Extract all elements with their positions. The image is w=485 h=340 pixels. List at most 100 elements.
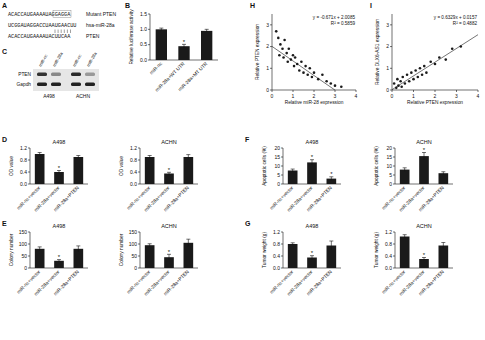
y-tick-label: 150	[19, 229, 28, 235]
bar	[156, 29, 167, 60]
point	[278, 54, 281, 57]
error-bar	[310, 160, 314, 165]
x-axis-label: Relative PTEN expression	[407, 100, 463, 105]
y-tick	[390, 46, 392, 47]
y-tick-label: 20	[386, 145, 392, 151]
bar	[74, 249, 84, 268]
x-tick-label: 4	[355, 93, 358, 99]
y-axis-label: Colony number	[9, 233, 14, 266]
y-axis	[30, 148, 31, 184]
chart-title: ACHN	[416, 139, 432, 145]
error-bar	[403, 235, 407, 239]
point	[400, 85, 403, 88]
y-tick-label: 0.0	[385, 265, 392, 271]
point	[404, 82, 407, 85]
lane-label: miR-nc	[72, 54, 83, 68]
point	[410, 71, 413, 74]
sequence: UCGGAUAGGACCUAAUGAACUU	[8, 23, 77, 29]
point	[334, 84, 337, 87]
point	[292, 54, 295, 57]
y-tick-label: 100	[19, 241, 28, 247]
bar	[201, 31, 212, 60]
x-tick-label: 4	[477, 93, 480, 99]
point	[421, 74, 424, 77]
y-axis-label: Apoptotic cells (%)	[262, 146, 267, 186]
category-label: miR-28a+PTEN	[53, 269, 81, 297]
y-tick-label: 0.5	[140, 41, 147, 47]
sequence-label: PTEN	[86, 33, 100, 39]
y-tick-label: 0	[386, 87, 389, 93]
error-bar	[291, 169, 295, 172]
annotation: y = -0.671x + 2.0085	[313, 15, 356, 20]
annotation: R² = 0.5859	[331, 21, 356, 26]
y-tick-label: 1	[266, 65, 269, 71]
y-tick	[393, 184, 395, 185]
y-tick	[393, 175, 395, 176]
error-bar	[329, 177, 333, 181]
panel-letter: B	[125, 2, 130, 9]
y-axis-label: OD value	[119, 156, 124, 176]
y-tick-label: 1	[386, 65, 389, 71]
y-tick	[148, 44, 150, 45]
point	[311, 76, 314, 79]
y-tick	[138, 184, 140, 185]
y-axis	[395, 232, 396, 268]
y-tick-label: 0.8	[20, 157, 27, 163]
y-tick-label: 0	[266, 87, 269, 93]
point	[393, 82, 396, 85]
points	[392, 35, 478, 90]
chart-title: ACHN	[161, 223, 177, 229]
chart-title: A498	[306, 139, 319, 145]
bar	[400, 170, 410, 184]
y-axis-label: Relative luciferase activity	[129, 9, 134, 65]
y-tick-label: 10	[274, 163, 280, 169]
y-tick-label: 0.8	[273, 241, 280, 247]
point	[417, 76, 420, 79]
y-axis-label: Apoptotic cells (%)	[374, 146, 379, 186]
point	[300, 60, 303, 63]
bars	[35, 153, 83, 185]
bar	[184, 243, 194, 268]
y-tick	[270, 68, 272, 69]
x-tick-label: 3	[334, 93, 337, 99]
y-tick	[270, 46, 272, 47]
point	[313, 71, 316, 74]
y-tick	[138, 244, 140, 245]
point	[279, 43, 282, 46]
y-tick	[138, 160, 140, 161]
y-tick-label: 100	[129, 241, 138, 247]
y-tick	[390, 68, 392, 69]
annotation: y = 0.6329x + 0.0157	[434, 15, 478, 20]
sequence-label: hsa-miR-28a	[86, 22, 115, 28]
y-tick	[148, 60, 150, 61]
mutation-box	[53, 11, 71, 18]
y-tick-label: 0.8	[130, 157, 137, 163]
y-axis	[283, 232, 284, 268]
bars	[35, 246, 83, 268]
y-tick-label: 0.4	[20, 169, 27, 175]
pairing	[64, 30, 65, 34]
point	[399, 80, 402, 83]
y-tick-label: 1.2	[273, 229, 280, 235]
y-axis	[272, 14, 273, 90]
y-tick	[28, 184, 30, 185]
point	[340, 85, 343, 88]
y-axis-label: Colony number	[119, 233, 124, 266]
category-label: miR-28a+PTEN	[163, 185, 191, 213]
y-tick	[148, 29, 150, 30]
point	[438, 56, 441, 59]
bar	[439, 173, 449, 184]
y-tick	[138, 256, 140, 257]
pairing	[67, 30, 68, 34]
y-tick	[393, 232, 395, 233]
y-axis	[150, 14, 151, 60]
y-tick	[138, 268, 140, 269]
y-tick-label: 0.4	[385, 253, 392, 259]
bars	[145, 155, 193, 184]
annotation: R² = 0.4882	[453, 21, 478, 26]
band	[71, 73, 81, 77]
y-tick-label: 20	[274, 145, 280, 151]
y-tick-label: 1.0	[140, 26, 147, 32]
point	[304, 65, 307, 68]
point	[281, 47, 284, 50]
